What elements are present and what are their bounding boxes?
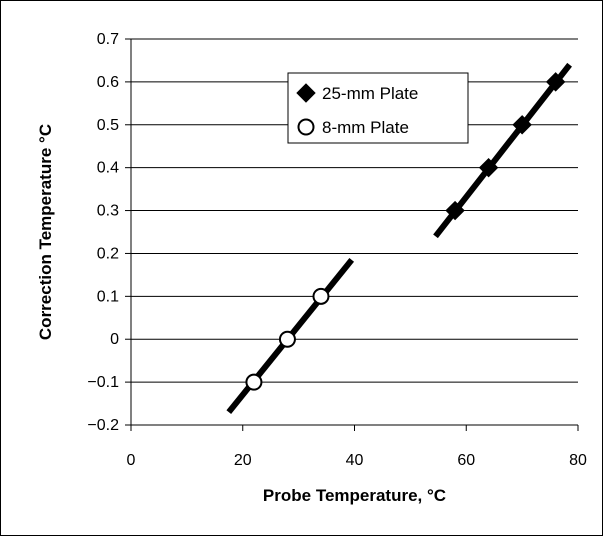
data-points: [245, 72, 566, 391]
legend-label: 8-mm Plate: [322, 118, 409, 137]
y-tick-label: 0.6: [97, 74, 119, 91]
data-point-25mm: [545, 72, 566, 92]
legend-diamond-icon: [296, 83, 316, 103]
x-tick-label: 40: [346, 452, 364, 469]
legend: 25-mm Plate 8-mm Plate: [287, 72, 469, 144]
y-tick-label: −0.1: [87, 374, 119, 391]
y-tick-label: 0.5: [97, 117, 119, 134]
x-axis-title: Probe Temperature, °C: [263, 486, 446, 505]
x-tick-label: 0: [127, 452, 136, 469]
legend-circle-icon: [297, 118, 315, 136]
data-point-8mm: [245, 373, 263, 391]
x-tick-label: 60: [457, 452, 475, 469]
y-tick-label: 0.3: [97, 203, 119, 220]
legend-label: 25-mm Plate: [322, 84, 418, 103]
data-point-25mm: [512, 115, 532, 135]
x-tick-label: 80: [569, 452, 587, 469]
axes: [125, 38, 579, 431]
y-tick-label: 0.2: [97, 245, 119, 262]
data-point-8mm: [312, 287, 330, 305]
y-tick-label: 0.4: [97, 160, 119, 177]
tick-labels: −0.2 −0.1 0 0.1 0.2 0.3 0.4 0.5 0.6 0.7 0 20 40 60 80: [87, 31, 587, 469]
data-point-25mm: [445, 200, 465, 221]
x-tick-label: 20: [234, 452, 252, 469]
data-point-8mm: [278, 330, 296, 348]
y-tick-label: −0.2: [87, 417, 119, 434]
y-tick-label: 0.7: [97, 31, 119, 48]
y-tick-label: 0: [110, 331, 119, 348]
y-tick-label: 0.1: [97, 288, 119, 305]
data-point-25mm: [478, 157, 499, 178]
y-axis-title: Correction Temperature °C: [36, 124, 55, 340]
legend-box: [287, 72, 469, 144]
